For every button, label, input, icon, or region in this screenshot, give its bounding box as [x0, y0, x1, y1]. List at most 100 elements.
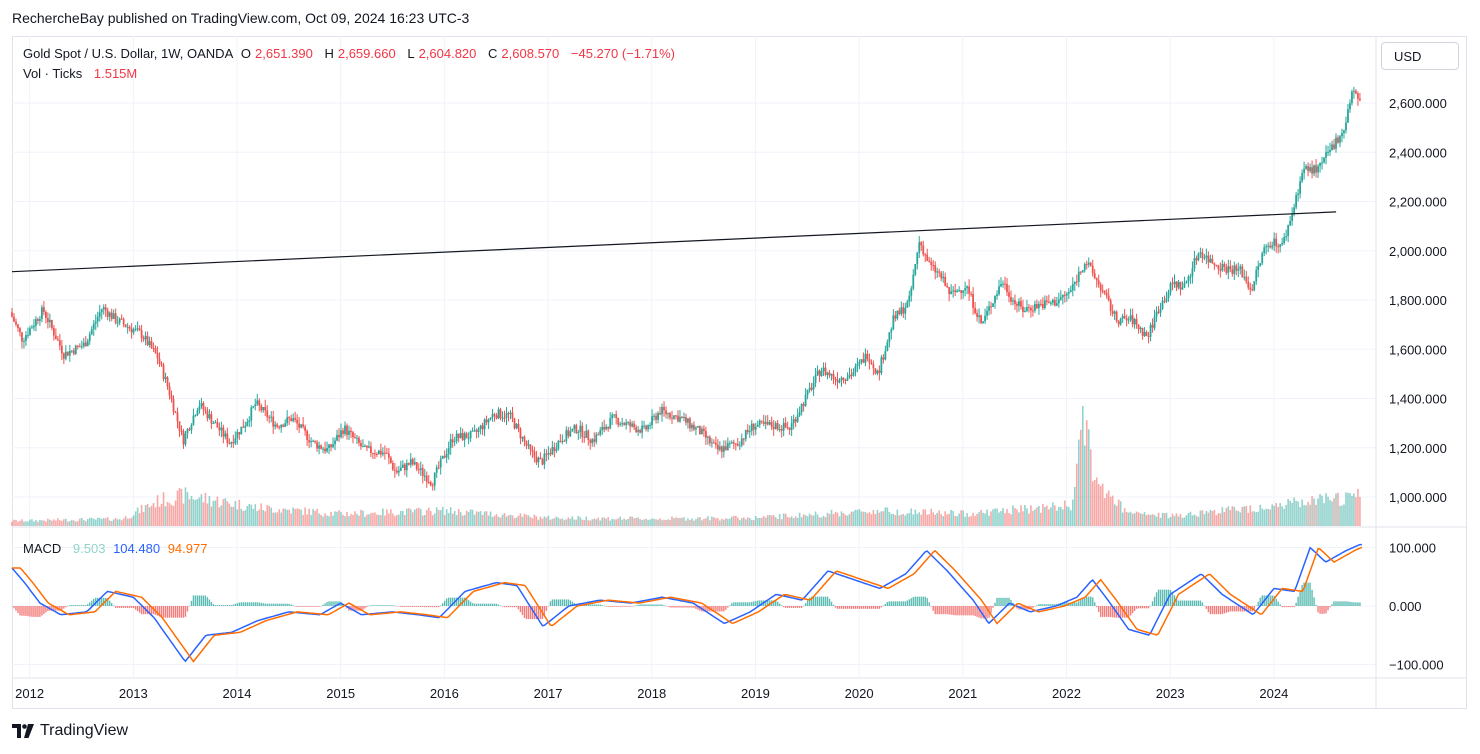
candle-body	[754, 426, 757, 430]
candle-body	[712, 442, 715, 444]
macd-histogram-bar	[1145, 606, 1148, 609]
candle-body	[894, 315, 897, 319]
volume-bar	[67, 521, 69, 526]
candle-body	[1203, 257, 1206, 259]
footer-brand[interactable]: TradingView	[12, 722, 128, 740]
candle-body	[240, 426, 243, 435]
volume-bar	[100, 519, 103, 526]
volume-bar	[13, 519, 15, 526]
macd-histogram-bar	[33, 606, 35, 617]
volume-bar	[744, 519, 747, 526]
volume-bar	[515, 517, 518, 526]
candle-body	[1323, 157, 1325, 163]
macd-histogram-bar	[1165, 589, 1168, 606]
candle-body	[673, 415, 675, 419]
volume-bar	[1221, 507, 1224, 526]
macd-histogram-bar	[463, 597, 466, 606]
volume-bar	[152, 503, 155, 526]
candle-body	[154, 348, 157, 354]
volume-bar	[1271, 504, 1273, 526]
volume-bar	[1087, 429, 1090, 526]
volume-bar	[212, 500, 215, 526]
volume-bar	[621, 519, 623, 526]
macd-histogram-bar	[806, 600, 809, 606]
macd-histogram-bar	[786, 606, 789, 608]
macd-histogram-bar	[543, 606, 546, 616]
macd-histogram-bar	[1102, 606, 1104, 617]
chart-frame[interactable]	[12, 36, 1467, 709]
candle-body	[82, 342, 85, 347]
macd-histogram-bar	[854, 606, 857, 609]
trendline[interactable]	[11, 211, 1337, 273]
volume-bar	[232, 506, 235, 526]
macd-histogram-bar	[1149, 605, 1152, 607]
macd-histogram-bar	[184, 606, 187, 617]
volume-bar	[924, 509, 927, 526]
volume-bar	[910, 508, 913, 526]
candle-body	[1313, 165, 1315, 174]
volume-value: 1.515M	[93, 66, 138, 81]
macd-histogram-bar	[860, 606, 863, 609]
macd-histogram-bar	[457, 597, 460, 606]
volume-bar	[1062, 509, 1064, 526]
candle-body	[611, 414, 614, 419]
macd-histogram-bar	[256, 602, 258, 606]
macd-histogram-bar	[248, 602, 250, 606]
macd-histogram-bar	[1008, 597, 1010, 606]
candle-body	[1201, 252, 1204, 259]
macd-histogram-bar	[894, 601, 897, 606]
volume-bar	[537, 519, 540, 526]
candle-body	[978, 315, 980, 318]
candle-body	[158, 358, 161, 364]
macd-histogram-bar	[400, 606, 402, 607]
macd-histogram-bar	[146, 606, 149, 615]
macd-tick-label: 0.000	[1389, 599, 1422, 614]
candle-body	[804, 394, 807, 406]
currency-button[interactable]: USD	[1381, 42, 1459, 70]
volume-bar	[551, 518, 554, 526]
candle-body	[1219, 268, 1222, 271]
macd-histogram-bar	[635, 605, 637, 606]
macd-histogram-bar	[517, 606, 520, 610]
candle-body	[996, 294, 998, 297]
candle-body	[39, 318, 41, 321]
macd-histogram-bar	[788, 606, 791, 608]
volume-bar	[102, 518, 105, 526]
volume-bar	[495, 514, 498, 526]
candle-body	[904, 307, 907, 314]
candle-body	[298, 423, 301, 428]
macd-histogram-bar	[493, 603, 496, 606]
macd-histogram-bar	[422, 606, 424, 608]
volume-bar	[878, 512, 881, 526]
candle-body	[56, 339, 59, 341]
macd-histogram-bar	[174, 606, 177, 618]
macd-histogram-bar	[1329, 606, 1331, 608]
volume-bar	[1353, 493, 1355, 526]
volume-bar	[1016, 509, 1018, 526]
volume-bar	[1181, 517, 1184, 526]
volume-bar	[701, 520, 703, 526]
candle-body	[617, 417, 620, 425]
price-tick-label: 2,400.000	[1389, 145, 1447, 160]
volume-bar	[144, 505, 147, 526]
volume-bar	[1337, 492, 1339, 526]
candle-body	[415, 462, 418, 470]
volume-bar	[762, 516, 765, 526]
candle-body	[134, 328, 137, 330]
macd-histogram-bar	[1269, 595, 1271, 606]
volume-bar	[96, 517, 99, 526]
macd-histogram-bar	[290, 604, 292, 606]
volume-bar	[1355, 497, 1357, 526]
volume-bar	[723, 519, 725, 526]
volume-bar	[733, 515, 735, 526]
volume-bar	[441, 506, 444, 526]
volume-bar	[168, 503, 171, 526]
macd-histogram-bar	[322, 604, 324, 606]
macd-histogram-bar	[156, 606, 159, 616]
volume-bar	[1239, 512, 1242, 526]
macd-histogram-bar	[1143, 606, 1146, 609]
volume-bar	[834, 511, 837, 526]
macd-histogram-bar	[970, 606, 972, 616]
volume-bar	[872, 509, 875, 526]
